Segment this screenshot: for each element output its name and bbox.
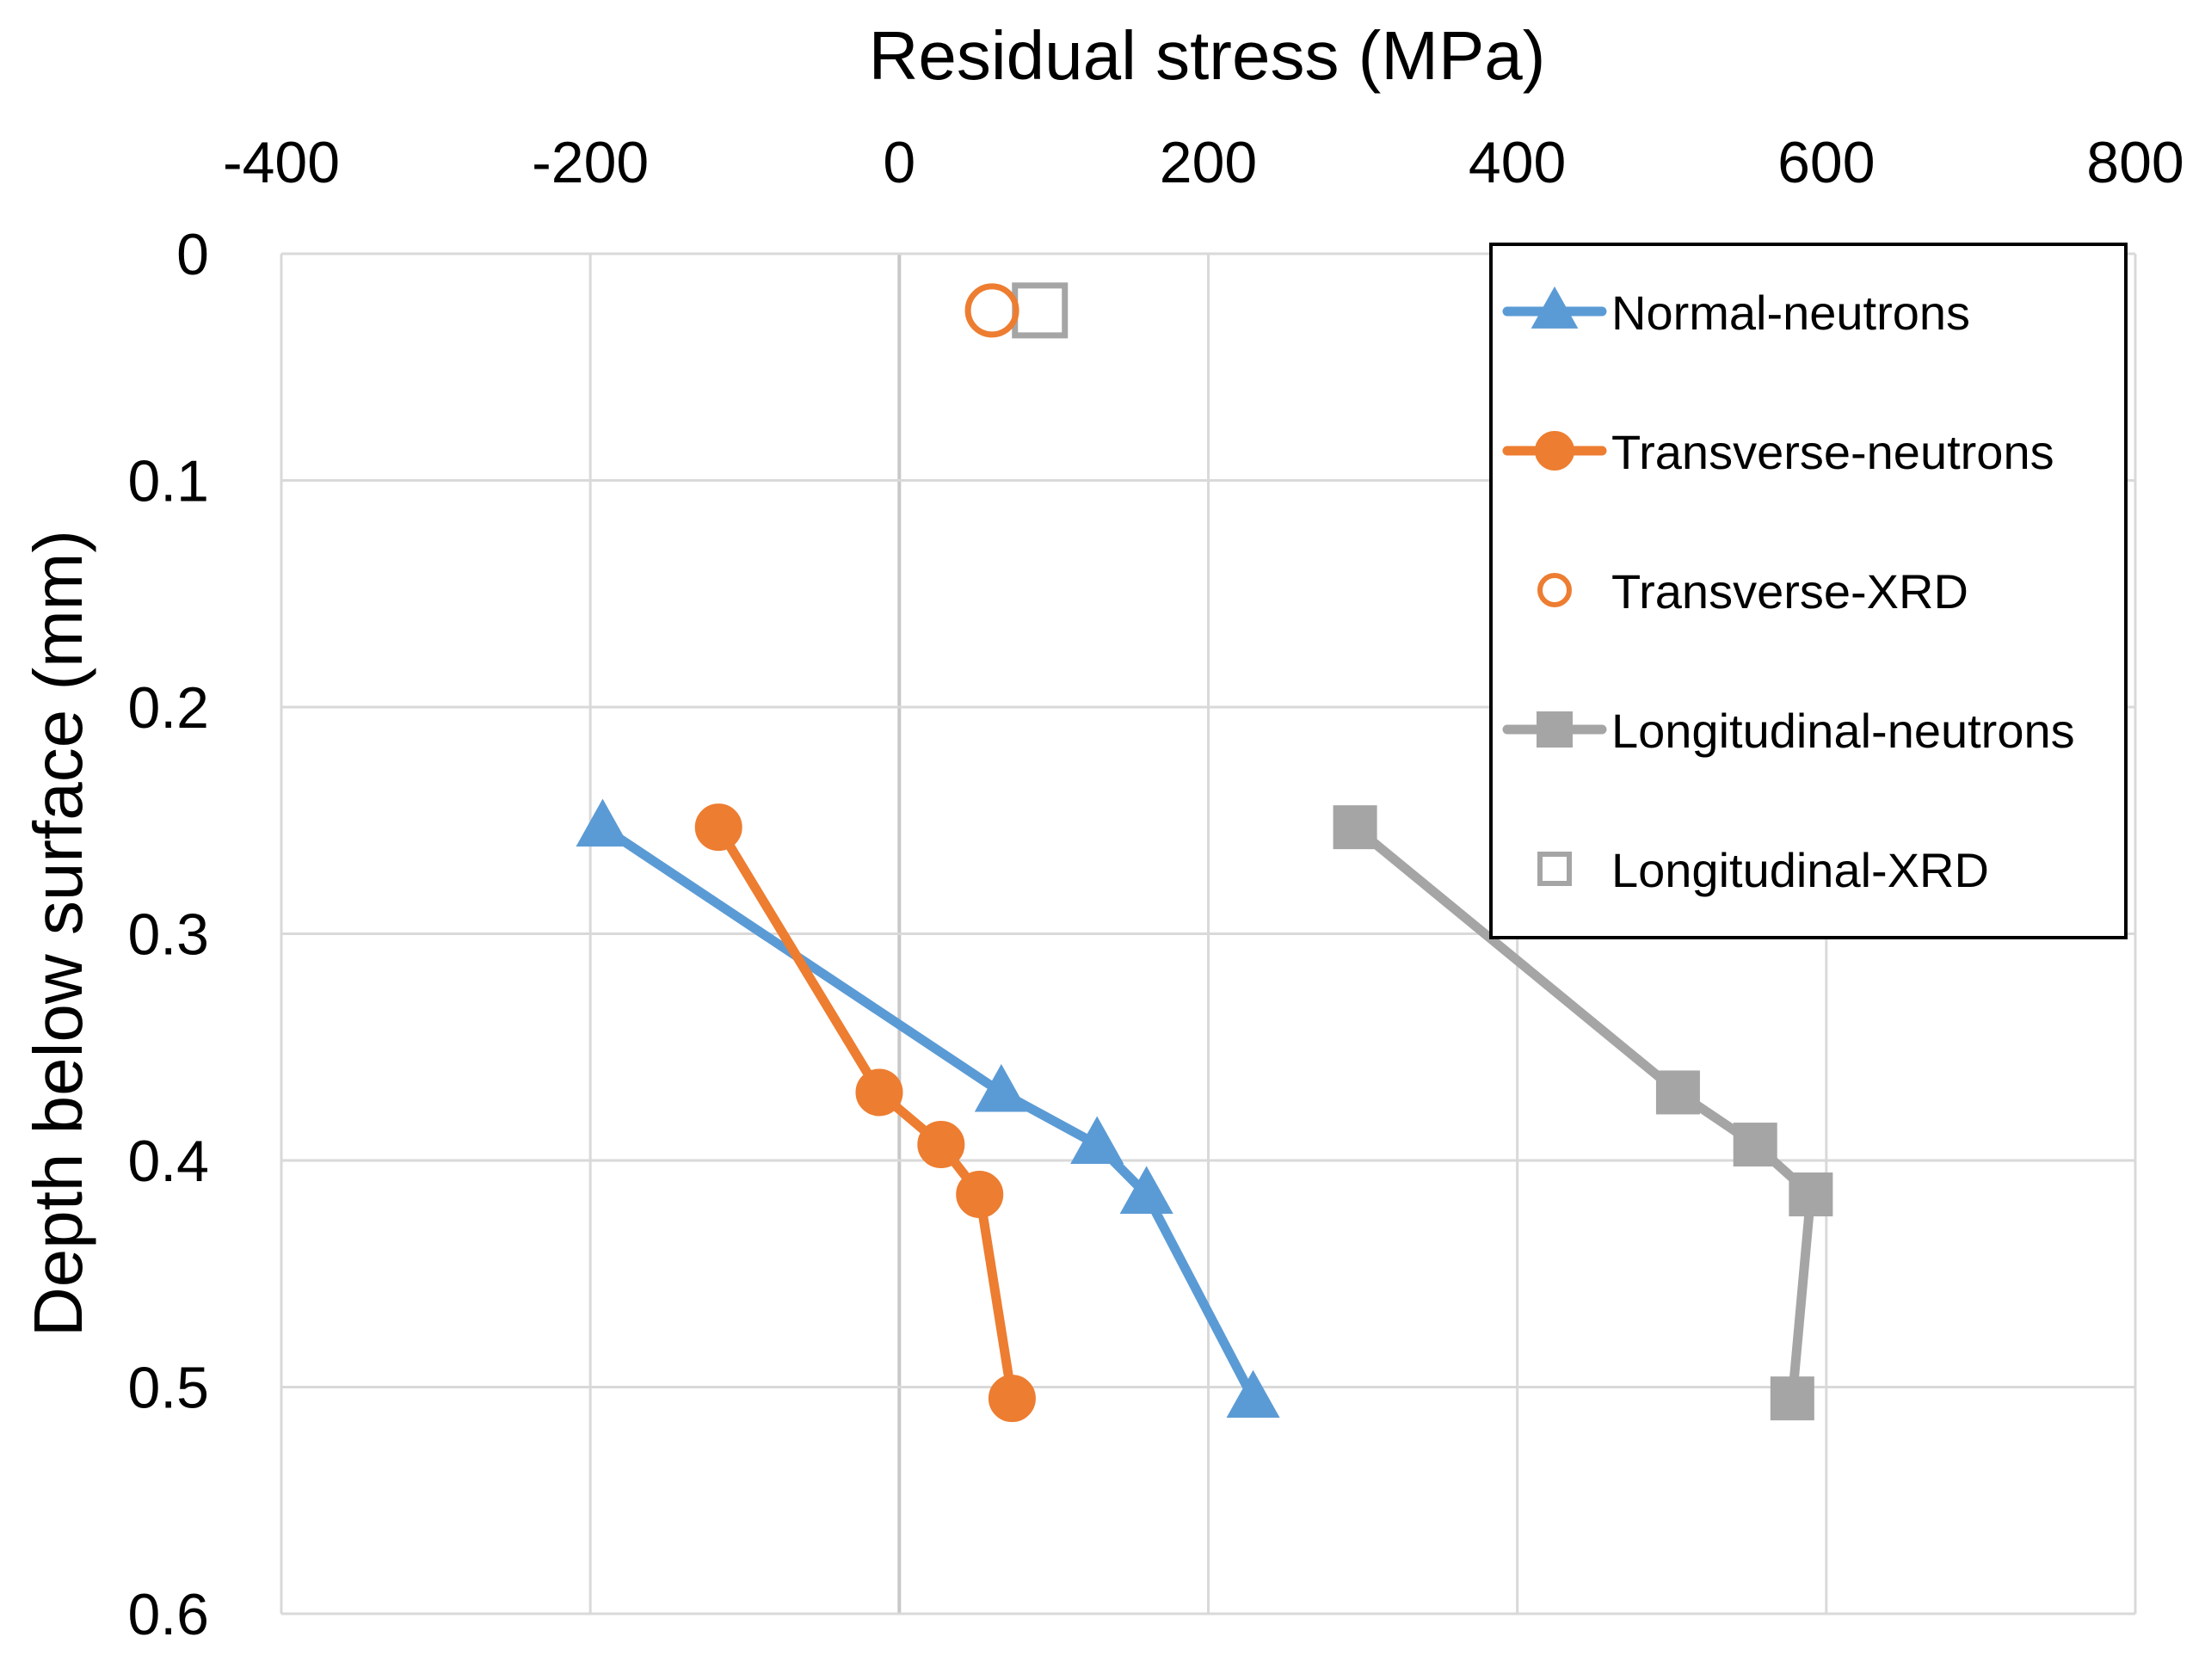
data-point-normal-neutrons xyxy=(576,798,630,847)
legend-label-transverse-xrd: Transverse-XRD xyxy=(1611,564,1968,618)
data-point-transverse-neutrons xyxy=(917,1121,965,1169)
legend-box xyxy=(1489,243,2128,939)
data-point-longitudinal-neutrons xyxy=(1789,1172,1833,1217)
y-axis-title: Depth below surface (mm) xyxy=(20,530,96,1337)
data-point-longitudinal-neutrons xyxy=(1333,805,1377,850)
data-point-longitudinal-neutrons xyxy=(1733,1123,1777,1167)
x-tick-label: -200 xyxy=(532,130,649,195)
series-transverse-neutrons xyxy=(694,803,1036,1423)
y-tick-label: 0.1 xyxy=(127,449,209,514)
x-tick-label: -400 xyxy=(223,130,340,195)
y-tick-label: 0.2 xyxy=(127,675,209,741)
y-tick-label: 0.6 xyxy=(127,1582,209,1647)
legend-marker-normal-neutrons xyxy=(1531,286,1579,329)
legend-marker-longitudinal-xrd xyxy=(1537,852,1572,886)
x-axis-title: Residual stress (MPa) xyxy=(869,17,1546,94)
legend-entry-normal-neutrons: Normal-neutrons xyxy=(1502,286,1970,340)
legend-entry-longitudinal-xrd: Longitudinal-XRD xyxy=(1537,843,1989,897)
legend-entry-transverse-xrd: Transverse-XRD xyxy=(1537,564,1968,618)
series-normal-neutrons xyxy=(576,798,1280,1418)
x-tick-label: 400 xyxy=(1469,130,1566,195)
data-point-normal-neutrons xyxy=(1070,1116,1124,1165)
legend-label-longitudinal-neutrons: Longitudinal-neutrons xyxy=(1611,704,2075,758)
data-point-transverse-xrd xyxy=(964,283,1019,338)
legend-marker-transverse-xrd xyxy=(1537,573,1572,607)
data-point-transverse-neutrons xyxy=(694,803,742,852)
data-point-longitudinal-neutrons xyxy=(1770,1376,1814,1421)
y-tick-label: 0.3 xyxy=(127,902,209,968)
series-layer xyxy=(576,282,1833,1423)
series-transverse-xrd xyxy=(964,283,1019,338)
data-point-normal-neutrons xyxy=(974,1063,1028,1112)
legend-marker-transverse-neutrons xyxy=(1535,431,1574,471)
data-point-normal-neutrons xyxy=(1119,1166,1173,1215)
x-tick-label: 800 xyxy=(2086,130,2183,195)
data-point-transverse-neutrons xyxy=(988,1375,1036,1423)
legend-entry-transverse-neutrons: Transverse-neutrons xyxy=(1502,425,2054,479)
legend-label-longitudinal-xrd: Longitudinal-XRD xyxy=(1611,843,1989,897)
data-point-normal-neutrons xyxy=(1226,1369,1280,1418)
legend-marker-longitudinal-neutrons xyxy=(1537,711,1573,748)
legend: Normal-neutrons Transverse-neutrons Transv… xyxy=(1489,243,2128,939)
data-point-transverse-neutrons xyxy=(855,1068,903,1117)
legend-label-normal-neutrons: Normal-neutrons xyxy=(1611,286,1970,340)
axes: -400 -200 0 200 400 600 800 0 0.1 0.2 0.3 0.4 0.5 0.6 xyxy=(127,130,2183,1647)
y-tick-label: 0.5 xyxy=(127,1356,209,1421)
y-tick-label: 0 xyxy=(176,222,209,287)
y-tick-label: 0.4 xyxy=(127,1129,209,1194)
legend-entry-longitudinal-neutrons: Longitudinal-neutrons xyxy=(1502,704,2075,758)
data-point-longitudinal-neutrons xyxy=(1655,1070,1700,1115)
legend-label-transverse-neutrons: Transverse-neutrons xyxy=(1611,425,2054,479)
series-longitudinal-neutrons xyxy=(1333,805,1833,1421)
data-point-transverse-neutrons xyxy=(956,1171,1004,1219)
x-tick-label: 0 xyxy=(883,130,915,195)
x-tick-label: 200 xyxy=(1160,130,1257,195)
x-tick-label: 600 xyxy=(1777,130,1875,195)
